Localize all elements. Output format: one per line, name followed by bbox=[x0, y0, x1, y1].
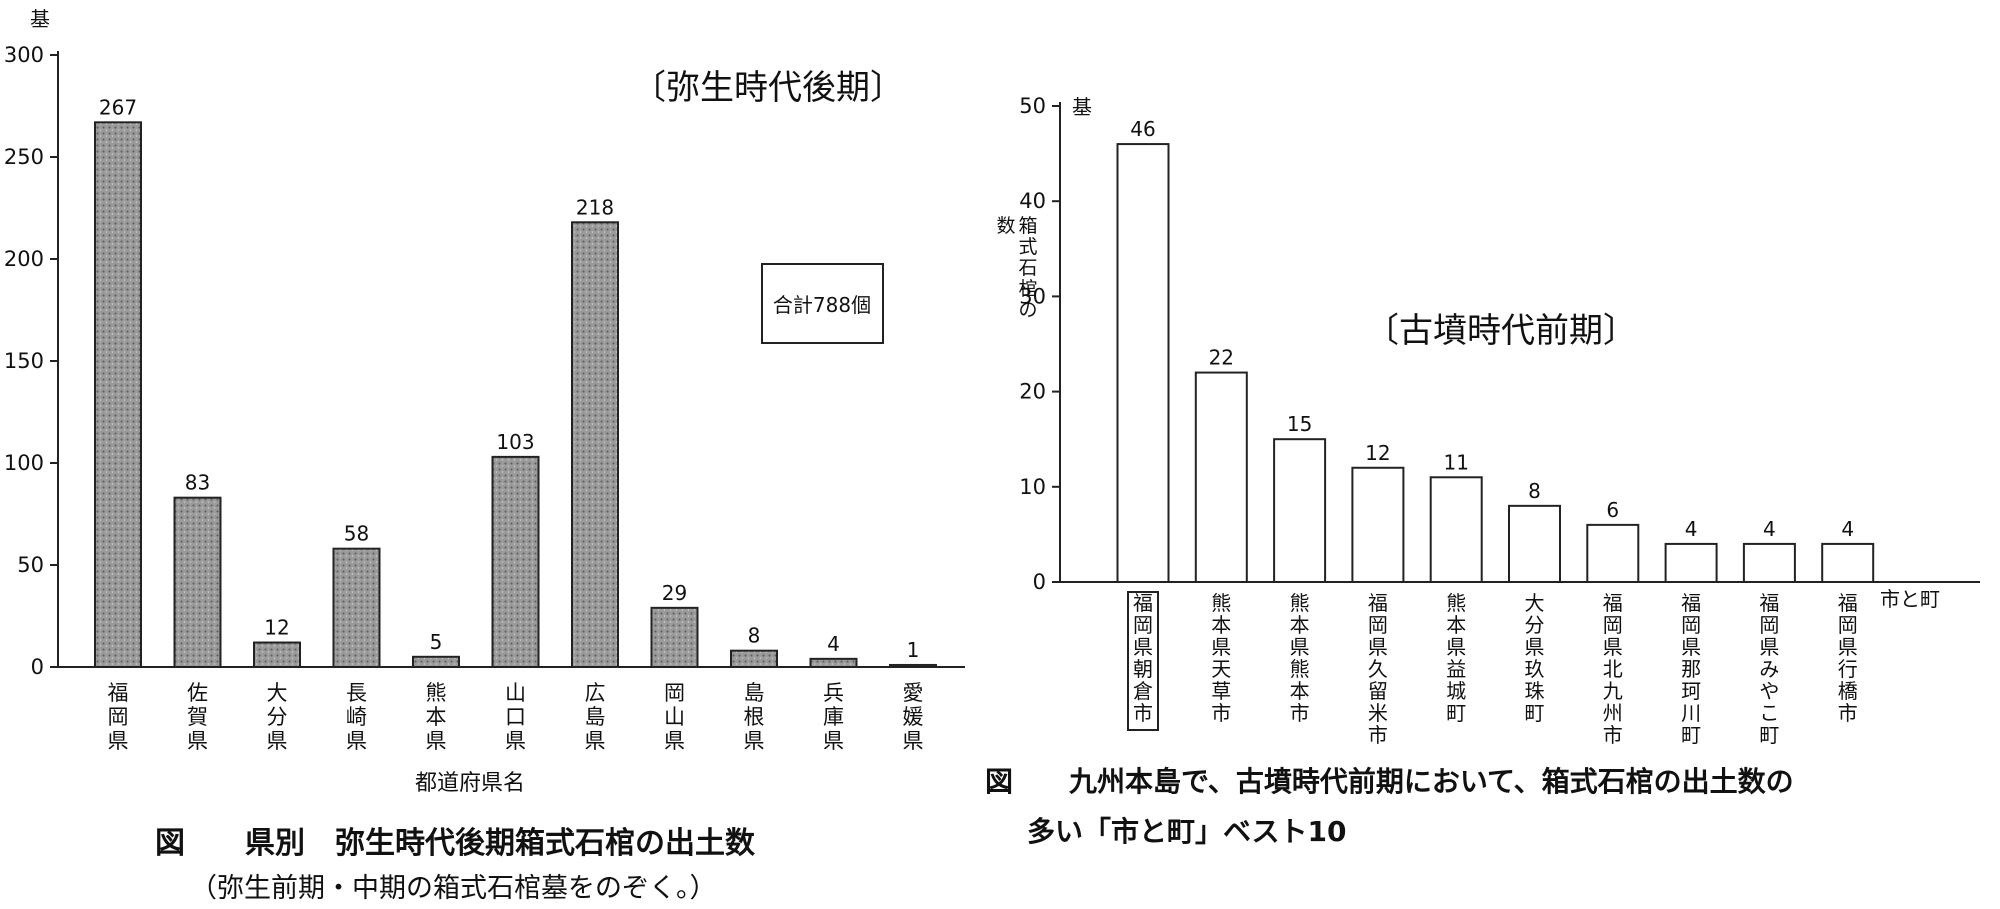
category-label: 福岡県那珂川町 bbox=[1681, 591, 1701, 747]
bar-value-label: 46 bbox=[1130, 117, 1155, 141]
category-label: 大分県 bbox=[267, 681, 288, 753]
category-label: 熊本県 bbox=[426, 681, 447, 753]
category-label: 佐賀県 bbox=[187, 681, 208, 753]
bar bbox=[253, 641, 301, 669]
y-axis-title: 箱式石棺の数 bbox=[996, 215, 1037, 321]
bar-value-label: 267 bbox=[99, 95, 137, 119]
category-label: 長崎県 bbox=[346, 681, 367, 753]
y-tick-label: 30 bbox=[1019, 284, 1046, 308]
y-tick-label: 0 bbox=[31, 655, 44, 679]
bar-value-label: 5 bbox=[430, 630, 443, 654]
bar-value-label: 218 bbox=[576, 195, 614, 219]
bar bbox=[571, 221, 619, 668]
category-label: 熊本県益城町 bbox=[1446, 591, 1466, 725]
category-label: 福岡県行橋市 bbox=[1838, 591, 1858, 725]
bar-value-label: 11 bbox=[1443, 450, 1468, 474]
bar-value-label: 58 bbox=[344, 522, 369, 546]
right-figure-caption-line1: 図 九州本島で、古墳時代前期において、箱式石棺の出土数の bbox=[985, 765, 1794, 798]
bar bbox=[889, 663, 937, 669]
total-annotation: 合計788個 bbox=[773, 293, 871, 317]
bar bbox=[412, 655, 460, 668]
bar bbox=[1508, 504, 1561, 583]
bar-value-label: 103 bbox=[496, 430, 534, 454]
bar-value-label: 12 bbox=[1365, 441, 1390, 465]
category-label: 福岡県 bbox=[108, 681, 129, 753]
y-tick-label: 250 bbox=[4, 145, 44, 169]
bar bbox=[1351, 466, 1405, 584]
bar-value-label: 29 bbox=[662, 581, 687, 605]
y-tick-label: 40 bbox=[1019, 189, 1046, 213]
left-figure-subcaption: （弥生前期・中期の箱式石棺墓をのぞく。） bbox=[190, 873, 717, 904]
category-label: 大分県玖珠町 bbox=[1525, 591, 1545, 725]
category-label: 愛媛県 bbox=[903, 681, 924, 753]
bar-value-label: 12 bbox=[264, 616, 289, 640]
x-axis-title: 市と町 bbox=[1880, 587, 1940, 611]
y-tick-label: 10 bbox=[1019, 475, 1046, 499]
y-tick-label: 300 bbox=[4, 43, 44, 67]
bar bbox=[491, 455, 540, 668]
bar bbox=[730, 649, 778, 668]
category-label: 広島県 bbox=[585, 681, 606, 753]
bar bbox=[1116, 143, 1170, 584]
left-figure-caption: 図 県別 弥生時代後期箱式石棺の出土数 bbox=[155, 826, 755, 861]
bar bbox=[94, 121, 142, 668]
category-label: 福岡県朝倉市 bbox=[1133, 591, 1153, 725]
bar bbox=[809, 657, 858, 669]
bar-value-label: 4 bbox=[1685, 517, 1698, 541]
bar-value-label: 6 bbox=[1606, 498, 1619, 522]
right-figure-caption-line2: 多い「市と町」ベスト10 bbox=[1027, 815, 1347, 848]
bar bbox=[1586, 523, 1640, 584]
bar bbox=[173, 496, 222, 668]
bar-value-label: 4 bbox=[1841, 517, 1854, 541]
bar-value-label: 15 bbox=[1287, 412, 1312, 436]
bar bbox=[1664, 542, 1718, 583]
category-label: 兵庫県 bbox=[823, 681, 844, 753]
x-axis-title: 都道府県名 bbox=[415, 771, 525, 796]
category-label: 熊本県天草市 bbox=[1211, 591, 1231, 725]
total-annotation-box bbox=[761, 263, 884, 344]
bar bbox=[1194, 371, 1248, 583]
bar-value-label: 4 bbox=[827, 632, 840, 656]
y-tick-label: 150 bbox=[4, 349, 44, 373]
bar-value-label: 22 bbox=[1209, 346, 1234, 370]
category-label: 熊本県熊本市 bbox=[1290, 591, 1310, 725]
y-unit-label: 基 bbox=[1072, 95, 1092, 119]
category-label: 福岡県みやこ町 bbox=[1759, 591, 1779, 747]
bar bbox=[1821, 542, 1875, 583]
category-label: 福岡県久留米市 bbox=[1368, 591, 1388, 747]
bar-value-label: 4 bbox=[1763, 517, 1776, 541]
bar-value-label: 83 bbox=[185, 471, 210, 495]
category-highlight-box bbox=[1127, 591, 1159, 731]
bar bbox=[1742, 542, 1796, 583]
y-tick-label: 50 bbox=[1019, 94, 1046, 118]
bar-value-label: 8 bbox=[1528, 479, 1541, 503]
y-tick-label: 50 bbox=[17, 553, 44, 577]
bar-value-label: 8 bbox=[748, 624, 761, 648]
bar bbox=[332, 547, 381, 668]
category-label: 島根県 bbox=[744, 681, 765, 753]
category-label: 山口県 bbox=[505, 681, 526, 753]
bar-value-label: 1 bbox=[907, 638, 920, 662]
y-tick-label: 0 bbox=[1033, 570, 1046, 594]
chart-title: 〔弥生時代後期〕 bbox=[632, 68, 904, 108]
y-tick-label: 200 bbox=[4, 247, 44, 271]
category-label: 福岡県北九州市 bbox=[1603, 591, 1623, 747]
bar bbox=[1429, 476, 1483, 583]
bar bbox=[650, 606, 699, 669]
bar bbox=[1273, 438, 1327, 584]
prefecture-bar-chart: 050100150200250300基267福岡県83佐賀県12大分県58長崎県… bbox=[4, 7, 965, 796]
y-tick-label: 20 bbox=[1019, 380, 1046, 404]
y-tick-label: 100 bbox=[4, 451, 44, 475]
y-unit-label: 基 bbox=[30, 7, 50, 31]
category-label: 岡山県 bbox=[664, 681, 685, 753]
chart-title: 〔古墳時代前期〕 bbox=[1365, 311, 1637, 351]
